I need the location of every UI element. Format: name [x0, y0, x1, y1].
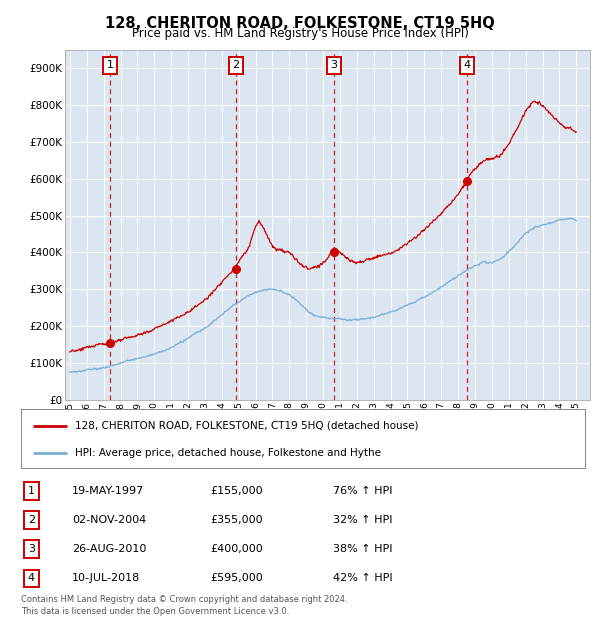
Text: 76% ↑ HPI: 76% ↑ HPI [333, 486, 392, 496]
Text: HPI: Average price, detached house, Folkestone and Hythe: HPI: Average price, detached house, Folk… [74, 448, 380, 458]
Text: 02-NOV-2004: 02-NOV-2004 [72, 515, 146, 525]
Text: £595,000: £595,000 [210, 574, 263, 583]
Text: 1: 1 [107, 60, 113, 70]
Text: 2: 2 [232, 60, 239, 70]
Text: Price paid vs. HM Land Registry's House Price Index (HPI): Price paid vs. HM Land Registry's House … [131, 27, 469, 40]
Text: 32% ↑ HPI: 32% ↑ HPI [333, 515, 392, 525]
Text: 42% ↑ HPI: 42% ↑ HPI [333, 574, 392, 583]
Text: 1: 1 [28, 486, 35, 496]
Text: £400,000: £400,000 [210, 544, 263, 554]
Text: 26-AUG-2010: 26-AUG-2010 [72, 544, 146, 554]
Text: 4: 4 [28, 574, 35, 583]
Text: £155,000: £155,000 [210, 486, 263, 496]
Text: 19-MAY-1997: 19-MAY-1997 [72, 486, 144, 496]
Text: 10-JUL-2018: 10-JUL-2018 [72, 574, 140, 583]
Text: 128, CHERITON ROAD, FOLKESTONE, CT19 5HQ: 128, CHERITON ROAD, FOLKESTONE, CT19 5HQ [105, 16, 495, 31]
Text: Contains HM Land Registry data © Crown copyright and database right 2024.
This d: Contains HM Land Registry data © Crown c… [21, 595, 347, 616]
Text: 4: 4 [463, 60, 470, 70]
Text: 38% ↑ HPI: 38% ↑ HPI [333, 544, 392, 554]
Text: 3: 3 [28, 544, 35, 554]
Text: 3: 3 [331, 60, 338, 70]
Text: £355,000: £355,000 [210, 515, 263, 525]
Text: 128, CHERITON ROAD, FOLKESTONE, CT19 5HQ (detached house): 128, CHERITON ROAD, FOLKESTONE, CT19 5HQ… [74, 421, 418, 431]
Text: 2: 2 [28, 515, 35, 525]
